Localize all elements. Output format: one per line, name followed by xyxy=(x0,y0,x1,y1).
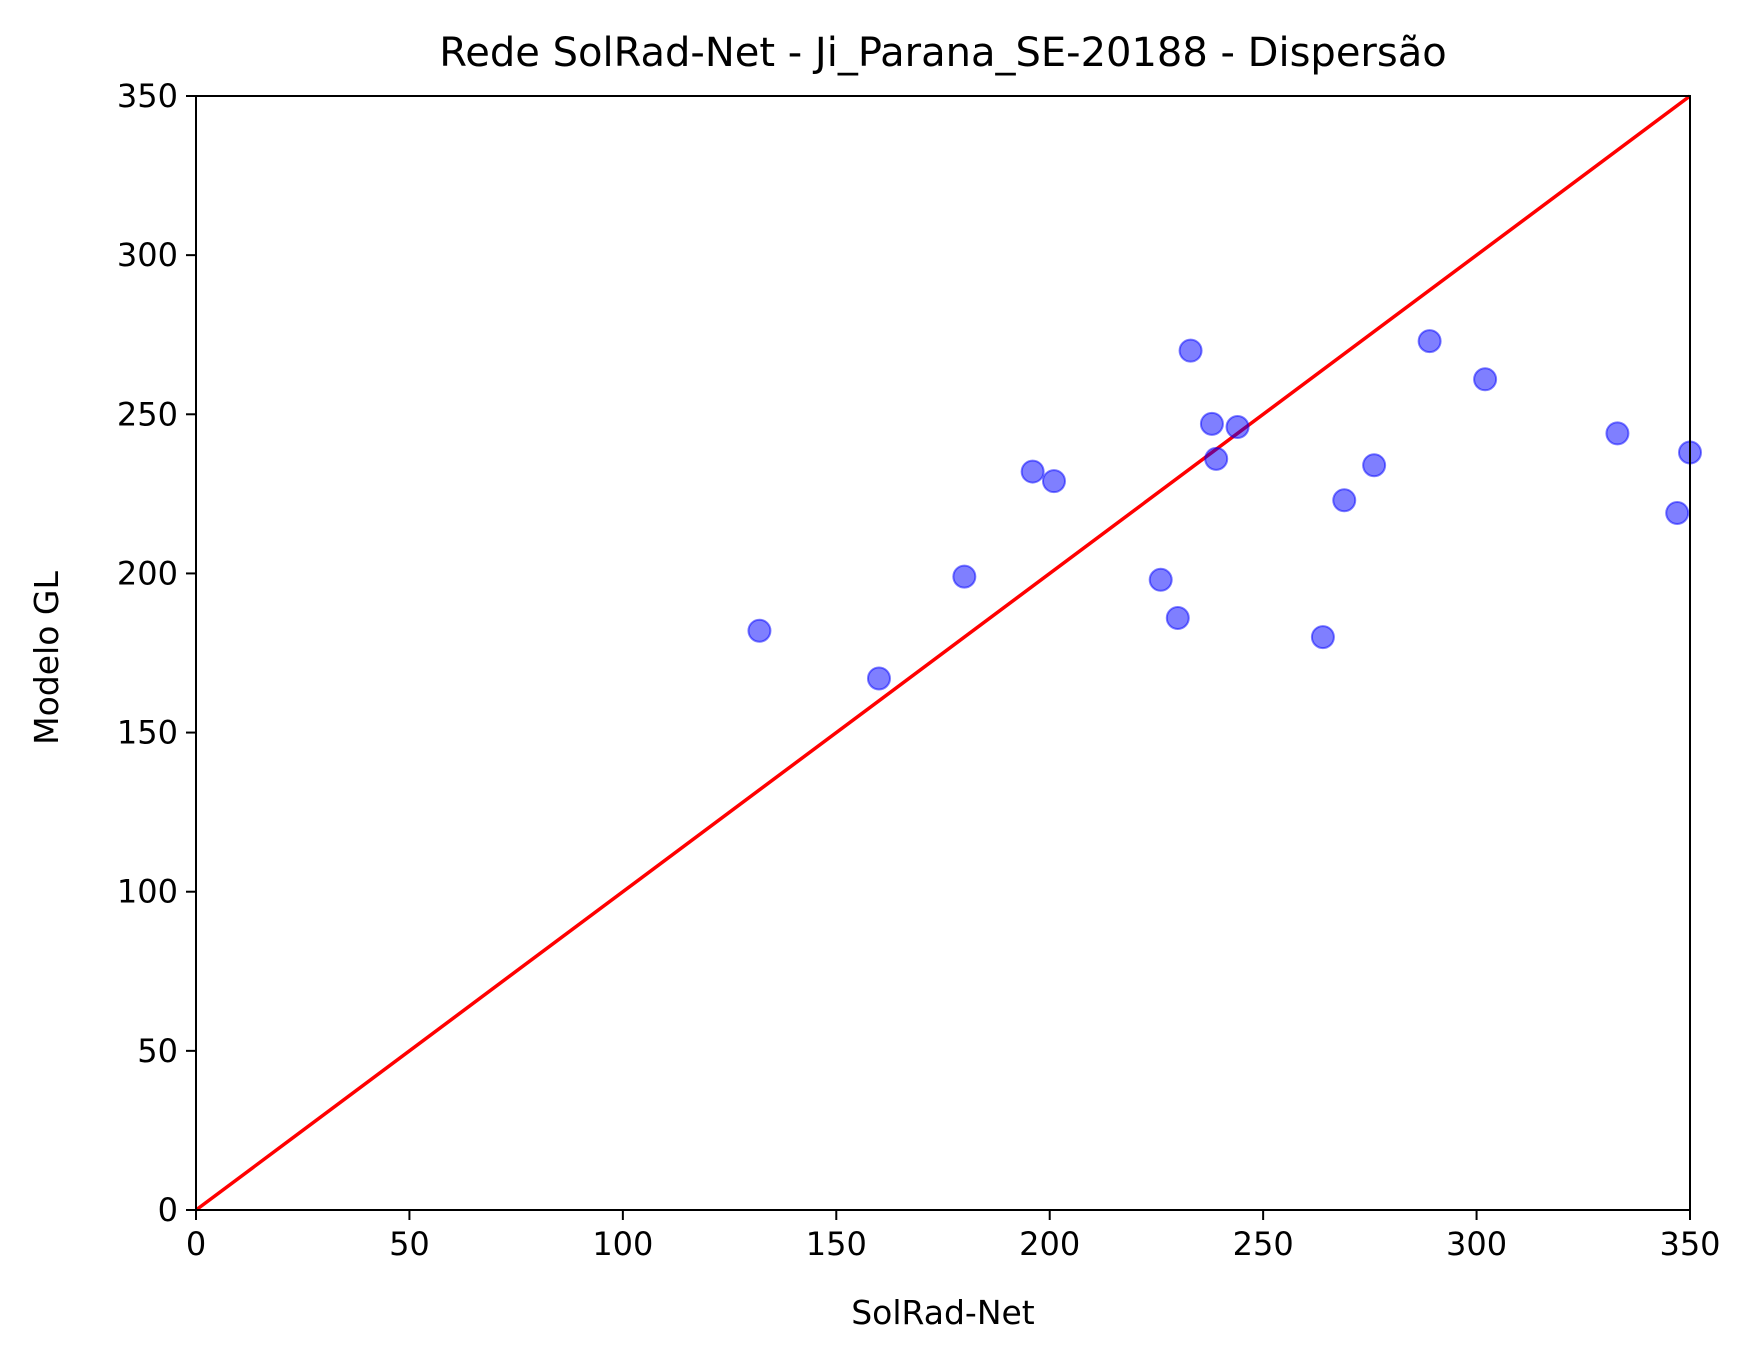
data-point xyxy=(952,564,977,589)
y-axis: 0 50 100 150 200 250 300 350 xyxy=(117,77,196,1229)
x-tick-label: 100 xyxy=(592,1225,653,1263)
y-tick-label: 150 xyxy=(117,714,178,752)
data-point xyxy=(1473,367,1498,392)
x-tick-label: 350 xyxy=(1659,1225,1720,1263)
axes-frame xyxy=(195,95,1691,1211)
x-tick-label: 150 xyxy=(806,1225,867,1263)
data-point xyxy=(866,666,891,691)
y-tick-label: 100 xyxy=(117,873,178,911)
x-tick-label: 0 xyxy=(186,1225,206,1263)
data-point xyxy=(1148,567,1173,592)
y-tick-label: 300 xyxy=(117,236,178,274)
x-axis: 0 50 100 150 200 250 300 350 xyxy=(186,1210,1721,1263)
data-point xyxy=(1310,625,1335,650)
y-tick-label: 0 xyxy=(158,1191,178,1229)
data-point xyxy=(1225,415,1250,440)
x-axis-label: SolRad-Net xyxy=(851,1293,1035,1332)
x-tick-label: 300 xyxy=(1446,1225,1507,1263)
y-tick-label: 200 xyxy=(117,554,178,592)
data-point xyxy=(1199,411,1224,436)
data-point xyxy=(1665,500,1690,525)
reference-line xyxy=(194,94,1692,1212)
data-point xyxy=(747,618,772,643)
data-point xyxy=(1041,469,1066,494)
y-tick-label: 250 xyxy=(117,395,178,433)
y-tick-label: 50 xyxy=(137,1032,178,1070)
data-point xyxy=(1362,453,1387,478)
data-points xyxy=(747,329,1702,691)
plot-area xyxy=(194,94,1702,1212)
data-point xyxy=(1020,459,1045,484)
data-point xyxy=(1178,338,1203,363)
x-tick-label: 250 xyxy=(1233,1225,1294,1263)
y-tick-label: 350 xyxy=(117,77,178,115)
x-tick-label: 200 xyxy=(1019,1225,1080,1263)
data-point xyxy=(1165,605,1190,630)
data-point xyxy=(1204,446,1229,471)
data-point xyxy=(1605,421,1630,446)
x-tick-label: 50 xyxy=(389,1225,430,1263)
data-point xyxy=(1417,329,1442,354)
chart-title: Rede SolRad-Net - Ji_Parana_SE-20188 - D… xyxy=(439,30,1446,76)
y-axis-label: Modelo GL xyxy=(27,571,66,745)
data-point xyxy=(1332,488,1357,513)
